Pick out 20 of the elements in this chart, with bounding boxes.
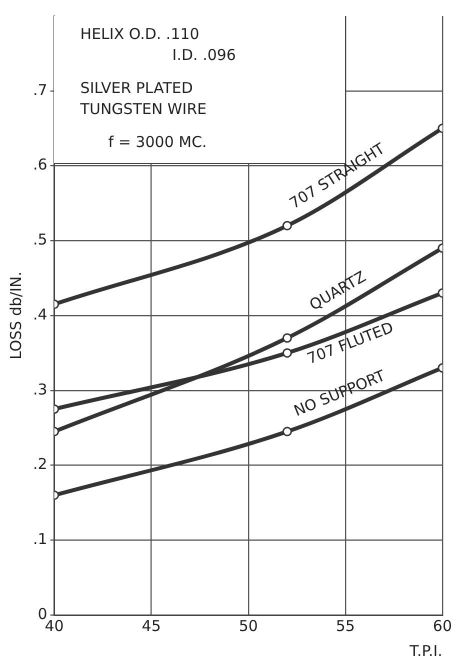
- y-tick-label: .7: [33, 80, 48, 99]
- y-tick-label: .2: [33, 455, 48, 474]
- annotation: HELIX O.D. .110: [80, 24, 200, 45]
- x-tick-label: 40: [44, 616, 64, 635]
- x-tick-label: 50: [238, 616, 258, 635]
- annotation: SILVER PLATED: [80, 78, 194, 99]
- annotation: TUNGSTEN WIRE: [80, 99, 208, 120]
- x-tick-label: 60: [432, 616, 452, 635]
- annotation: f = 3000 MC.: [108, 133, 207, 151]
- y-tick-label: .6: [33, 156, 48, 174]
- annotation: I.D. .096: [171, 45, 237, 66]
- y-tick-label: 0: [38, 604, 48, 623]
- y-tick-label: .4: [33, 305, 48, 324]
- y-tick-label: .5: [33, 230, 48, 249]
- x-tick-label: 45: [142, 616, 161, 635]
- x-axis-title: T.P.I.: [408, 642, 442, 660]
- y-tick-label: .1: [33, 530, 48, 548]
- y-tick-label: .3: [33, 380, 48, 398]
- x-tick-label: 55: [336, 616, 355, 635]
- y-axis-title: LOSS db/IN.: [6, 272, 25, 360]
